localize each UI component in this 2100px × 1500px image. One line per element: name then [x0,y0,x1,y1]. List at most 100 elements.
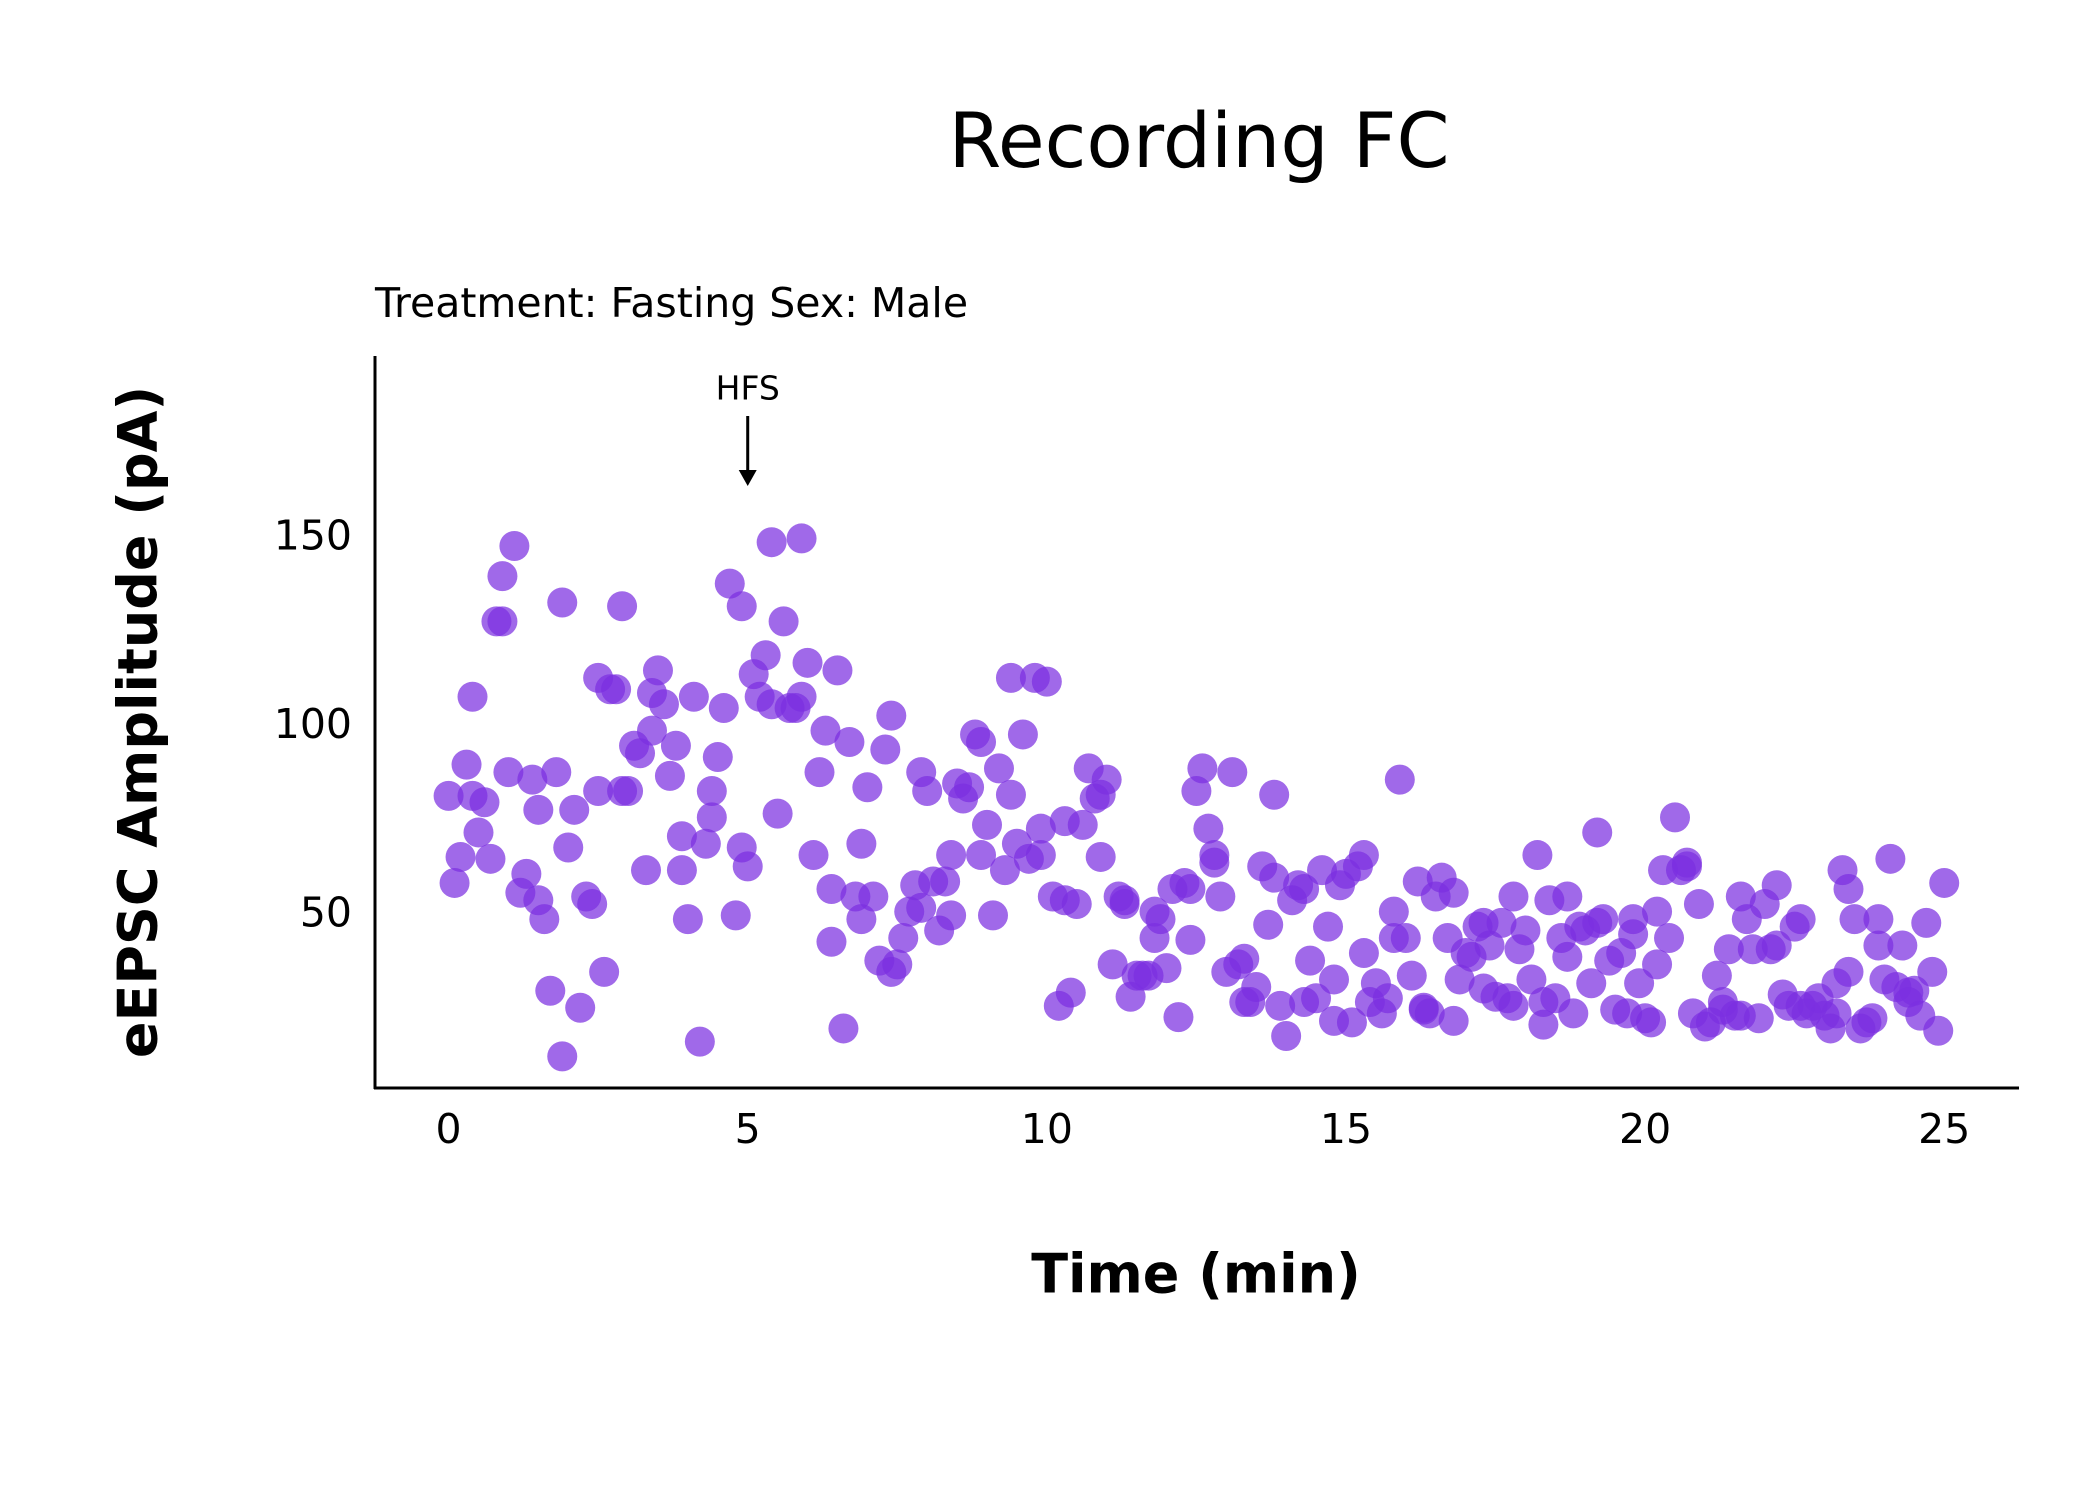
scatter-point [972,809,1003,840]
scatter-point [547,587,578,618]
scatter-point [1313,911,1344,942]
scatter-point [517,764,548,795]
scatter-point [451,749,482,780]
scatter-point [672,904,703,935]
scatter-point [1181,775,1212,806]
scatter-point [792,647,823,678]
scatter-point [1336,1007,1367,1038]
scatter-point [1396,960,1427,991]
scatter-point [678,681,709,712]
scatter-point [1671,847,1702,878]
scatter-point [1857,1003,1888,1034]
scatter-point [1055,977,1086,1008]
scatter-point [828,1013,859,1044]
scatter-point [1390,922,1421,953]
scatter-point [768,606,799,637]
scatter-point [1552,881,1583,912]
scatter-point [1576,968,1607,999]
scatter-point [523,794,554,825]
scatter-point [445,841,476,872]
scatter-point [1498,881,1529,912]
scatter-point [607,591,638,622]
scatter-point [1241,971,1272,1002]
scatter-point [660,730,691,761]
chart-subtitle: Treatment: Fasting Sex: Male [374,279,968,327]
scatter-point [816,926,847,957]
scatter-point [1498,990,1529,1021]
y-tick-label: 50 [300,888,352,936]
scatter-point [1097,949,1128,980]
scatter-point [1145,904,1176,935]
scatter-point [648,689,679,720]
scatter-point [642,655,673,686]
scatter-point [977,900,1008,931]
scatter-point [1660,802,1691,833]
scatter-point [1253,909,1284,940]
scatter-point [983,753,1014,784]
scatter-point [1025,813,1056,844]
scatter-point [1929,867,1960,898]
scatter-point [690,828,721,859]
scatter-point [858,881,889,912]
scatter-point [541,757,572,788]
scatter-point [601,674,632,705]
scatter-point [1624,968,1655,999]
scatter-point [912,775,943,806]
scatter-point [535,975,566,1006]
scatter-point [906,892,937,923]
scatter-point [1438,877,1469,908]
scatter-point [1654,922,1685,953]
scatter-point [1109,889,1140,920]
scatter-point [559,794,590,825]
x-tick-label: 10 [1021,1105,1073,1153]
scatter-point [1259,779,1290,810]
scatter-point [1887,930,1918,961]
scatter-point [1636,1007,1667,1038]
scatter-point [1474,930,1505,961]
scatter-point [666,855,697,886]
scatter-point [1713,934,1744,965]
scatter-point [1217,757,1248,788]
scatter-point [714,568,745,599]
scatter-point [834,726,865,757]
scatter-point [1414,998,1445,1029]
x-tick-label: 5 [735,1105,761,1153]
scatter-point [1761,930,1792,961]
scatter-point [1175,873,1206,904]
scatter-point [1522,840,1553,871]
scatter-point [1923,1015,1954,1046]
scatter-point [1725,881,1756,912]
scatter-point [720,900,751,931]
scatter-point [846,828,877,859]
scatter-point [1821,998,1852,1029]
scatter-point [995,779,1026,810]
scatter-point [726,591,757,622]
scatter-point [631,855,662,886]
scatter-point [732,851,763,882]
scatter-point [1151,953,1182,984]
scatter-point [433,780,464,811]
scatter-point [1528,1009,1559,1040]
scatter-point [487,606,518,637]
scatter-point [1384,764,1415,795]
scatter-point [1205,881,1236,912]
scatter-point [696,775,727,806]
scatter-point [936,840,967,871]
scatter-point [1187,753,1218,784]
scatter-point [870,734,901,765]
scatter-point [625,738,656,769]
scatter-point [1899,975,1930,1006]
scatter-point [756,527,787,558]
scatter-point [1911,907,1942,938]
scatter-point [804,757,835,788]
scatter-point [1319,964,1349,995]
scatter-point [553,832,584,863]
scatter-point [1683,889,1714,920]
scatter-point [1271,1020,1302,1051]
scatter-point [1091,764,1122,795]
scatter-point [816,873,847,904]
scatter-point [1833,956,1864,987]
scatter-point [1516,964,1547,995]
